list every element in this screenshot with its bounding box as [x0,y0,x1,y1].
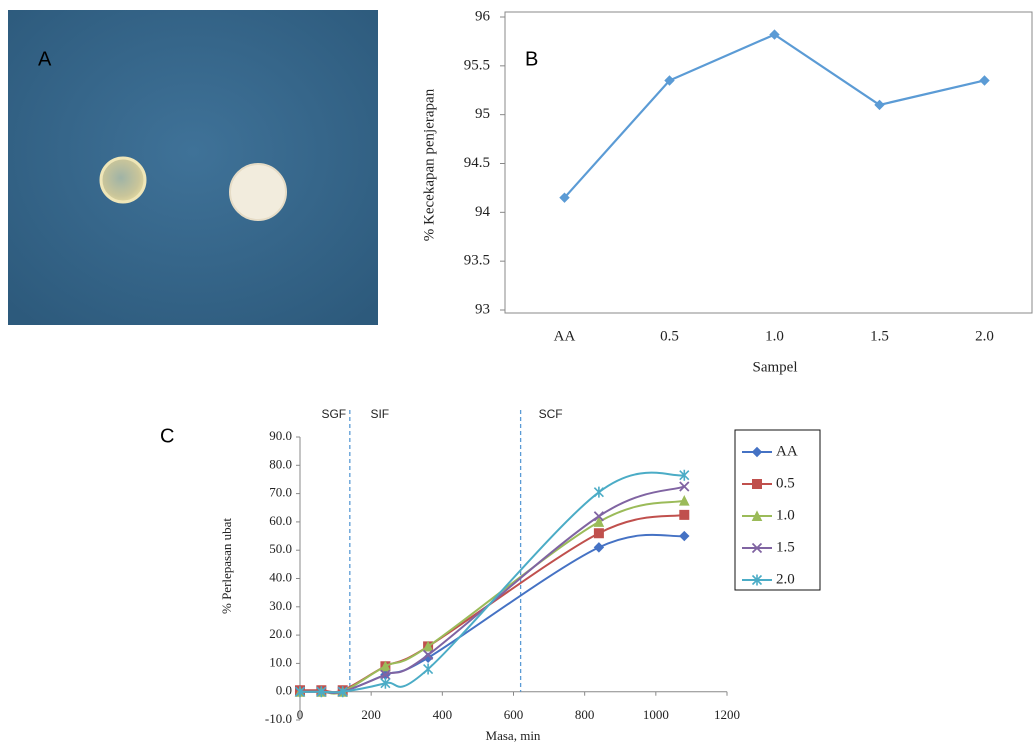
y-tick-label: -10.0 [265,711,292,726]
x-axis-title: Masa, min [486,728,541,743]
legend-label: 0.5 [776,475,795,491]
y-tick-label: 60.0 [269,513,292,528]
panel-label: C [160,425,174,447]
y-tick-label: 0.0 [276,683,292,698]
legend-marker [751,542,763,554]
legend-label: 1.5 [776,539,795,555]
y-tick-label: 95.5 [464,57,490,73]
legend-box [734,429,821,591]
x-tick-label: 2.0 [975,328,994,344]
marker [874,99,885,111]
legend-marker [751,574,763,586]
y-tick-label: 93 [475,301,490,317]
phase-label: SGF [321,407,346,421]
marker [422,640,434,652]
marker [679,530,690,542]
marker [678,495,690,506]
marker [679,481,690,492]
plot-frame [504,11,1033,314]
photo: A [8,10,378,325]
data-line [299,499,685,695]
legend-marker [752,479,762,489]
marker [380,677,391,689]
phase-label: SCF [539,407,563,421]
film-disc [99,156,147,204]
y-axis-title: % Perlepasan ubat [219,518,234,614]
legend-label: AA [776,443,798,459]
photo-background [8,10,378,325]
x-tick-label: 1000 [643,707,669,722]
legend-label: 1.0 [776,507,795,523]
x-axis-title: Sampel [753,359,798,375]
x-tick-label: 1.5 [870,328,889,344]
legend-marker [751,510,763,521]
y-tick-label: 10.0 [269,654,292,669]
x-tick-label: 0 [297,707,304,722]
phase-label: SIF [370,407,389,421]
data-line [300,513,685,694]
marker [316,686,327,698]
marker [294,686,306,698]
marker [423,663,434,675]
marker [664,75,675,86]
bead-disc [229,163,287,221]
data-line [299,485,685,694]
y-tick-label: 70.0 [269,485,292,500]
marker [593,511,605,522]
x-tick-label: 0.5 [660,328,679,344]
marker [593,486,604,498]
marker [679,469,690,481]
y-tick-label: 20.0 [269,626,292,641]
x-tick-label: 200 [361,707,381,722]
x-tick-label: 1.0 [765,328,784,344]
y-tick-label: 93.5 [464,253,490,269]
y-axis-title: % Kecekapan penjerapan [421,88,437,241]
marker [422,649,434,661]
panel-label: B [525,48,538,70]
data-line [563,33,985,199]
y-tick-label: 96 [475,8,491,24]
y-tick-label: 40.0 [269,569,292,584]
legend-marker [751,446,763,458]
y-tick-label: 50.0 [269,541,292,556]
marker [559,192,570,203]
x-tick-label: AA [554,328,576,344]
y-tick-label: 90.0 [269,428,292,443]
marker [979,75,990,86]
marker [679,509,690,520]
y-tick-label: 30.0 [269,598,292,613]
data-line [299,533,685,694]
marker [337,686,348,698]
marker [593,542,605,553]
legend-label: 2.0 [776,571,795,587]
marker [593,516,605,527]
x-tick-label: 600 [504,707,524,722]
x-tick-label: 800 [575,707,595,722]
data-line [299,471,685,694]
y-tick-label: 94 [475,204,491,220]
x-tick-label: 400 [433,707,453,722]
marker [593,528,604,539]
y-tick-label: 94.5 [464,155,490,171]
marker [380,669,391,680]
y-tick-label: 80.0 [269,456,292,471]
marker [769,29,780,40]
marker [380,660,391,672]
y-tick-label: 95 [475,106,490,122]
x-tick-label: 1200 [714,707,740,722]
panel-label: A [38,48,52,70]
